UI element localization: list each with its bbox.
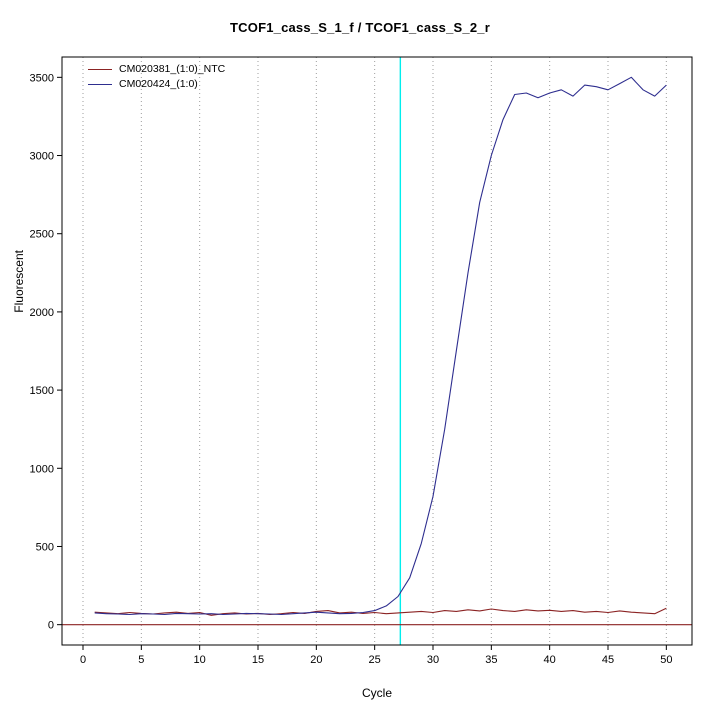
x-tick-label: 40 [544, 654, 556, 666]
legend-line-ntc-icon [88, 69, 112, 70]
y-tick-label: 1000 [30, 463, 54, 475]
x-tick-label: 45 [602, 654, 614, 666]
x-axis-label: Cycle [361, 686, 392, 700]
x-tick-label: 25 [369, 654, 381, 666]
plot-frame [61, 56, 693, 646]
y-tick-label: 2500 [30, 229, 54, 241]
legend-label-ntc: CM020381_(1:0)_NTC [119, 63, 226, 75]
sample-series-line [94, 76, 667, 616]
y-tick-label: 1500 [30, 385, 54, 397]
legend-item-sample: CM020424_(1:0) [88, 77, 225, 92]
legend-item-ntc: CM020381_(1:0)_NTC [88, 62, 225, 77]
legend-line-sample-icon [88, 84, 112, 85]
legend: CM020381_(1:0)_NTC CM020424_(1:0) [88, 62, 225, 92]
y-tick-label: 500 [36, 541, 54, 553]
y-tick-label: 0 [48, 620, 54, 632]
x-tick-label: 10 [194, 654, 206, 666]
legend-label-sample: CM020424_(1:0) [119, 78, 198, 90]
chart-title: TCOF1_cass_S_1_f / TCOF1_cass_S_2_r [230, 20, 490, 35]
x-tick-label: 35 [485, 654, 497, 666]
x-tick-label: 5 [138, 654, 144, 666]
x-tick-label: 15 [252, 654, 264, 666]
y-tick-label: 2000 [30, 307, 54, 319]
ntc-series-line [94, 607, 667, 616]
x-tick-label: 0 [80, 654, 86, 666]
x-tick-label: 30 [427, 654, 439, 666]
y-tick-label: 3500 [30, 72, 54, 84]
x-tick-label: 50 [660, 654, 672, 666]
x-tick-label: 20 [310, 654, 322, 666]
y-tick-label: 3000 [30, 151, 54, 163]
